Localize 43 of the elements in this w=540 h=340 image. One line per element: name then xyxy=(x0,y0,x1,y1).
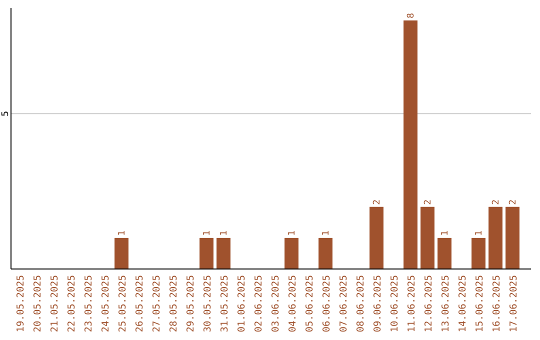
x-tick-label: 06.06.2025 xyxy=(322,275,332,332)
x-tick-label: 30.05.2025 xyxy=(202,275,214,332)
data-label: 8 xyxy=(406,13,416,18)
x-tick-label: 14.06.2025 xyxy=(458,275,468,332)
x-tick-label: 29.05.2025 xyxy=(186,275,196,332)
x-tick-label: 02.06.2025 xyxy=(254,275,264,332)
data-label: 1 xyxy=(220,230,230,236)
data-label: 1 xyxy=(474,230,484,236)
x-tick-label: 23.05.2025 xyxy=(84,275,94,332)
data-label: 1 xyxy=(118,230,128,236)
x-tick-label: 10.06.2025 xyxy=(390,275,400,332)
x-tick-label: 11.06.2025 xyxy=(406,275,418,332)
x-tick-label: 24.05.2025 xyxy=(100,275,112,332)
data-label: 1 xyxy=(202,230,212,236)
data-label: 2 xyxy=(424,199,434,205)
x-tick-label: 03.06.2025 xyxy=(270,275,282,332)
x-tick-label: 15.06.2025 xyxy=(474,275,486,332)
x-tick-label: 20.05.2025 xyxy=(32,275,44,332)
x-tick-label: 12.06.2025 xyxy=(424,275,434,332)
data-label: 2 xyxy=(372,199,382,205)
x-tick-label: 19.05.2025 xyxy=(16,275,26,332)
x-tick-label: 28.05.2025 xyxy=(168,275,180,332)
x-tick-label: 16.06.2025 xyxy=(492,275,502,332)
x-tick-label: 13.06.2025 xyxy=(440,275,452,332)
x-tick-label: 22.05.2025 xyxy=(66,275,78,332)
x-tick-label: 07.06.2025 xyxy=(338,275,350,332)
x-tick-label: 17.06.2025 xyxy=(508,275,520,332)
data-label: 1 xyxy=(440,230,450,236)
data-label: 2 xyxy=(492,199,502,205)
x-tick-label: 31.05.2025 xyxy=(220,275,230,332)
x-tick-label: 01.06.2025 xyxy=(236,275,248,332)
x-tick-label: 25.05.2025 xyxy=(118,275,128,332)
x-tick-label: 21.05.2025 xyxy=(50,275,60,332)
data-label: 2 xyxy=(508,199,518,205)
x-tick-label: 04.06.2025 xyxy=(288,275,298,332)
data-label: 1 xyxy=(288,230,298,236)
x-tick-label: 27.05.2025 xyxy=(152,275,162,332)
y-tick-label: 5 xyxy=(1,110,11,116)
x-tick-label: 26.05.2025 xyxy=(134,275,146,332)
x-tick-label: 05.06.2025 xyxy=(304,275,316,332)
data-label: 1 xyxy=(322,230,332,236)
x-tick-label: 08.06.2025 xyxy=(356,275,366,332)
x-tick-label: 09.06.2025 xyxy=(372,275,384,332)
